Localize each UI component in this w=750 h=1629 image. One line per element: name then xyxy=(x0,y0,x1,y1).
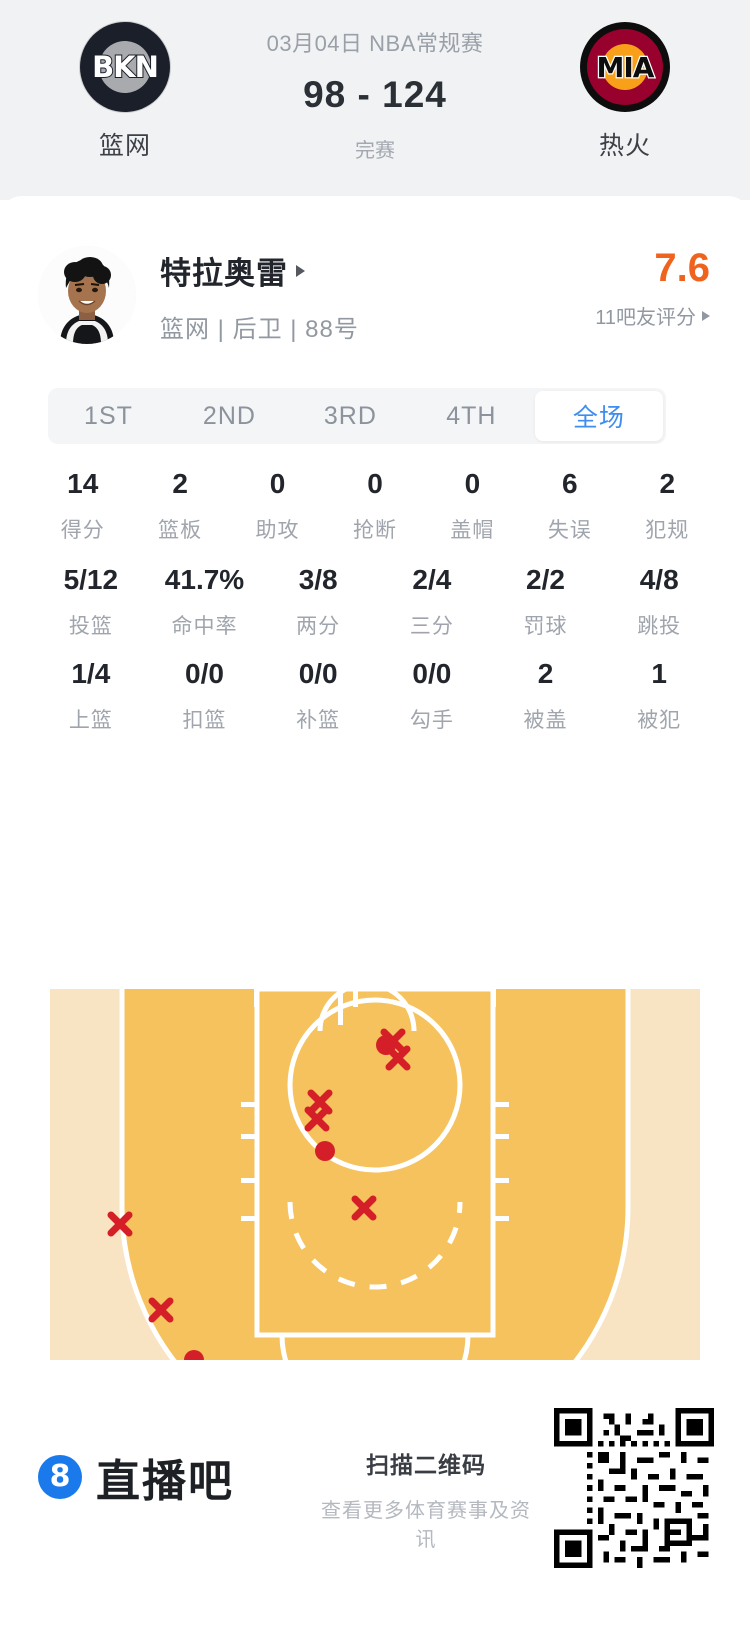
tab-2nd[interactable]: 2ND xyxy=(202,401,256,430)
stat-steals: 0 抢断 xyxy=(352,468,397,542)
player-stats-card: 特拉奥雷 篮网 | 后卫 | 88号 7.6 11吧友评分 1ST 2ND 3R… xyxy=(0,196,750,1543)
tab-4th[interactable]: 4TH xyxy=(446,401,497,430)
qr-caption: 扫描二维码 查看更多体育赛事及资讯 xyxy=(316,1446,536,1552)
player-name-link[interactable]: 特拉奥雷 xyxy=(160,248,359,293)
player-rating: 7.6 xyxy=(654,246,710,290)
home-team-name: 篮网 xyxy=(98,132,151,160)
home-team-abbr: BKN xyxy=(91,49,160,85)
score-block: 03月04日 NBA常规赛 98 - 124 完赛 xyxy=(250,0,500,163)
player-meta: 篮网 | 后卫 | 88号 xyxy=(160,316,359,343)
shot-marker-missed xyxy=(107,1211,133,1237)
stat-points: 14 得分 xyxy=(60,468,105,542)
rating-block[interactable]: 7.6 11吧友评分 xyxy=(595,246,710,330)
away-team-abbr: MIA xyxy=(595,49,655,85)
home-team[interactable]: BKN 篮网 xyxy=(0,0,250,162)
brooklyn-nets-logo-icon: BKN xyxy=(80,22,170,112)
final-score: 98 - 124 xyxy=(303,74,447,115)
scoreboard-header: BKN 篮网 03月04日 NBA常规赛 98 - 124 完赛 MIA 热火 xyxy=(0,0,750,200)
shot-marker-missed xyxy=(385,1045,411,1071)
player-header: 特拉奥雷 篮网 | 后卫 | 88号 7.6 11吧友评分 xyxy=(38,244,710,352)
stat-blocks: 0 盖帽 xyxy=(450,468,495,542)
miami-heat-logo-icon: MIA xyxy=(580,22,670,112)
match-info: 03月04日 NBA常规赛 xyxy=(266,31,484,56)
stat-turnovers: 6 失误 xyxy=(547,468,592,542)
stat-field-goals: 5/12 投篮 xyxy=(63,564,119,638)
period-tabs: 1ST 2ND 3RD 4TH 全场 xyxy=(48,388,666,444)
stat-hooks: 0/0 勾手 xyxy=(409,658,454,732)
player-name: 特拉奥雷 xyxy=(160,256,288,291)
shot-marker-made xyxy=(315,1141,335,1161)
away-team[interactable]: MIA 热火 xyxy=(500,0,750,162)
chevron-right-icon xyxy=(296,264,305,277)
stat-fg-pct: 41.7% 命中率 xyxy=(164,564,245,638)
qr-code-image[interactable] xyxy=(554,1408,714,1568)
tab-1st[interactable]: 1ST xyxy=(84,401,133,430)
away-team-name: 热火 xyxy=(598,132,651,160)
shot-marker-missed xyxy=(304,1106,330,1132)
chevron-right-icon xyxy=(702,310,710,321)
stat-assists: 0 助攻 xyxy=(255,468,300,542)
zhibo8-logo-icon: 8 xyxy=(38,1455,82,1499)
stat-two-point: 3/8 两分 xyxy=(296,564,341,638)
tab-3rd[interactable]: 3RD xyxy=(323,401,377,430)
brand-name: 直播吧 xyxy=(96,1457,234,1506)
stat-layups: 1/4 上篮 xyxy=(68,658,113,732)
stat-jump-shots: 4/8 跳投 xyxy=(637,564,682,638)
rating-label-row: 11吧友评分 xyxy=(595,301,710,330)
stat-dunks: 0/0 扣篮 xyxy=(182,658,227,732)
stat-fouls: 2 犯规 xyxy=(645,468,690,542)
footer: 8 直播吧 扫描二维码 查看更多体育赛事及资讯 xyxy=(0,1360,750,1629)
stat-fouled: 1 被犯 xyxy=(637,658,682,732)
stats-row-detail: 1/4 上篮 0/0 扣篮 0/0 补篮 0/0 勾手 2 被盖 1 被犯 xyxy=(34,658,716,734)
stat-free-throws: 2/2 罚球 xyxy=(523,564,568,638)
tab-full-game[interactable]: 全场 xyxy=(534,391,664,441)
stat-three-point: 2/4 三分 xyxy=(409,564,454,638)
shot-marker-missed xyxy=(351,1195,377,1221)
avatar[interactable] xyxy=(38,246,136,344)
stat-blocked: 2 被盖 xyxy=(523,658,568,732)
stats-row-primary: 14 得分 2 篮板 0 助攻 0 抢断 0 盖帽 6 失误 2 犯规 xyxy=(34,468,716,544)
stat-putbacks: 0/0 补篮 xyxy=(296,658,341,732)
shot-marker-missed xyxy=(148,1297,174,1323)
game-status: 完赛 xyxy=(355,140,395,162)
rating-label: 11吧友评分 xyxy=(595,307,696,329)
stats-row-shooting: 5/12 投篮 41.7% 命中率 3/8 两分 2/4 三分 2/2 罚球 4/8 跳投 xyxy=(34,564,716,640)
app-brand[interactable]: 8 直播吧 xyxy=(38,1445,234,1509)
stat-rebounds: 2 篮板 xyxy=(158,468,203,542)
qr-title: 扫描二维码 xyxy=(366,1452,486,1478)
qr-subtitle: 查看更多体育赛事及资讯 xyxy=(321,1500,531,1551)
